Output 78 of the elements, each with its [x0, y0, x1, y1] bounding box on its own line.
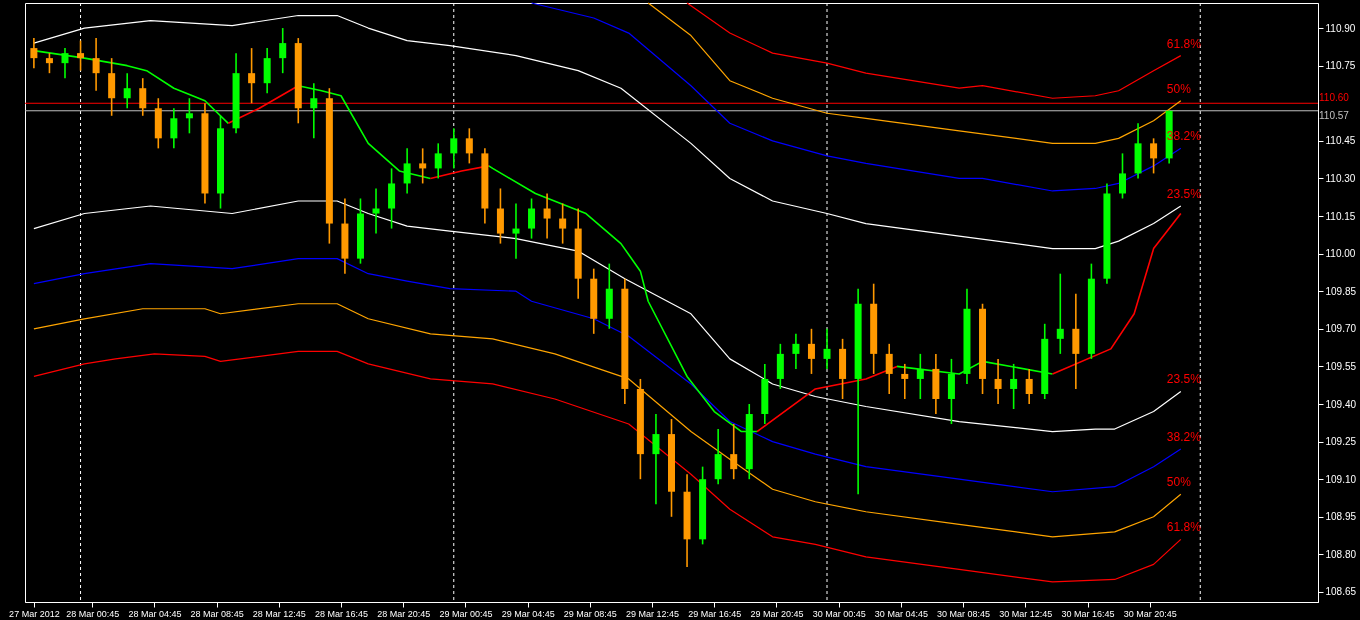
annotation: 61.8%	[1166, 36, 1202, 51]
candlestick	[1025, 368, 1033, 405]
x-tick-label: 30 Mar 00:45	[812, 608, 866, 619]
candlestick	[92, 37, 100, 92]
x-tick-label: 29 Mar 16:45	[688, 608, 742, 619]
y-tick-label: 109.10	[1325, 473, 1357, 485]
y-tick-label: 110.15	[1325, 210, 1356, 222]
candlestick	[1150, 137, 1158, 175]
ref-line-label: 110.60	[1319, 92, 1350, 104]
x-tick-label: 30 Mar 08:45	[937, 608, 991, 619]
x-tick-label: 30 Mar 04:45	[874, 608, 928, 619]
candlestick	[450, 127, 458, 170]
candlestick	[901, 363, 909, 400]
x-tick-label: 29 Mar 12:45	[626, 608, 680, 619]
y-tick-label: 110.30	[1325, 172, 1356, 184]
candlestick	[77, 39, 85, 72]
y-tick-label: 108.80	[1325, 548, 1357, 560]
x-tick-label: 29 Mar 04:45	[501, 608, 555, 619]
ref-line-label: 110.57	[1319, 109, 1350, 121]
candlestick	[543, 192, 551, 240]
candlestick	[434, 142, 442, 180]
x-tick-label: 28 Mar 00:45	[66, 608, 120, 619]
annotation: 61.8%	[1166, 520, 1202, 535]
candlestick	[248, 47, 256, 105]
candlestick	[528, 197, 536, 240]
candlestick	[372, 187, 380, 235]
annotation: 23.5%	[1166, 187, 1202, 202]
annotation: 38.2%	[1166, 430, 1202, 445]
candlestick	[139, 77, 147, 117]
x-tick-label: 27 Mar 2012	[9, 608, 60, 619]
x-tick-label: 28 Mar 04:45	[128, 608, 182, 619]
candlestick	[30, 37, 38, 69]
x-tick-label: 29 Mar 20:45	[750, 608, 804, 619]
candlestick	[185, 97, 193, 135]
candlestick	[792, 333, 800, 370]
x-tick-label: 28 Mar 12:45	[252, 608, 306, 619]
candlestick	[807, 328, 815, 375]
annotation: 23.5%	[1166, 372, 1202, 387]
candlestick	[512, 202, 520, 260]
candlestick	[1010, 363, 1018, 410]
candlestick	[279, 27, 287, 74]
candlestick	[994, 358, 1002, 405]
y-tick-label: 109.70	[1325, 323, 1357, 335]
y-tick-label: 109.55	[1325, 360, 1357, 372]
y-tick-label: 110.90	[1325, 22, 1356, 34]
x-tick-label: 28 Mar 16:45	[315, 608, 369, 619]
annotation: 50%	[1166, 475, 1192, 490]
candlestick	[310, 82, 318, 140]
x-tick-label: 29 Mar 08:45	[563, 608, 617, 619]
x-tick-label: 29 Mar 00:45	[439, 608, 493, 619]
candlestick	[403, 147, 411, 195]
candlestick	[730, 423, 738, 480]
x-tick-label: 30 Mar 12:45	[999, 608, 1053, 619]
y-tick-label: 109.85	[1325, 285, 1357, 297]
y-tick-label: 108.95	[1325, 511, 1357, 523]
y-tick-label: 110.45	[1325, 135, 1356, 147]
candlestick	[123, 72, 131, 110]
candlestick	[652, 413, 660, 506]
candlestick	[559, 202, 567, 245]
y-tick-label: 110.75	[1325, 60, 1356, 72]
candlestick	[823, 328, 831, 370]
x-tick-label: 28 Mar 08:45	[190, 608, 244, 619]
annotation: 50%	[1166, 81, 1192, 96]
candlestick	[465, 127, 473, 165]
candlestick	[1118, 152, 1126, 200]
candlestick	[916, 353, 924, 400]
candlestick	[1056, 272, 1064, 355]
y-tick-label: 108.65	[1325, 586, 1357, 598]
x-tick-label: 30 Mar 20:45	[1123, 608, 1177, 619]
x-tick-label: 28 Mar 20:45	[377, 608, 431, 619]
candlestick	[45, 52, 53, 74]
x-tick-label: 30 Mar 16:45	[1061, 608, 1115, 619]
y-tick-label: 109.40	[1325, 398, 1357, 410]
candlestick	[885, 343, 893, 395]
y-tick-label: 110.00	[1325, 248, 1356, 260]
candlestick	[170, 107, 178, 150]
y-tick-label: 109.25	[1325, 436, 1357, 448]
candlestick	[419, 147, 427, 185]
